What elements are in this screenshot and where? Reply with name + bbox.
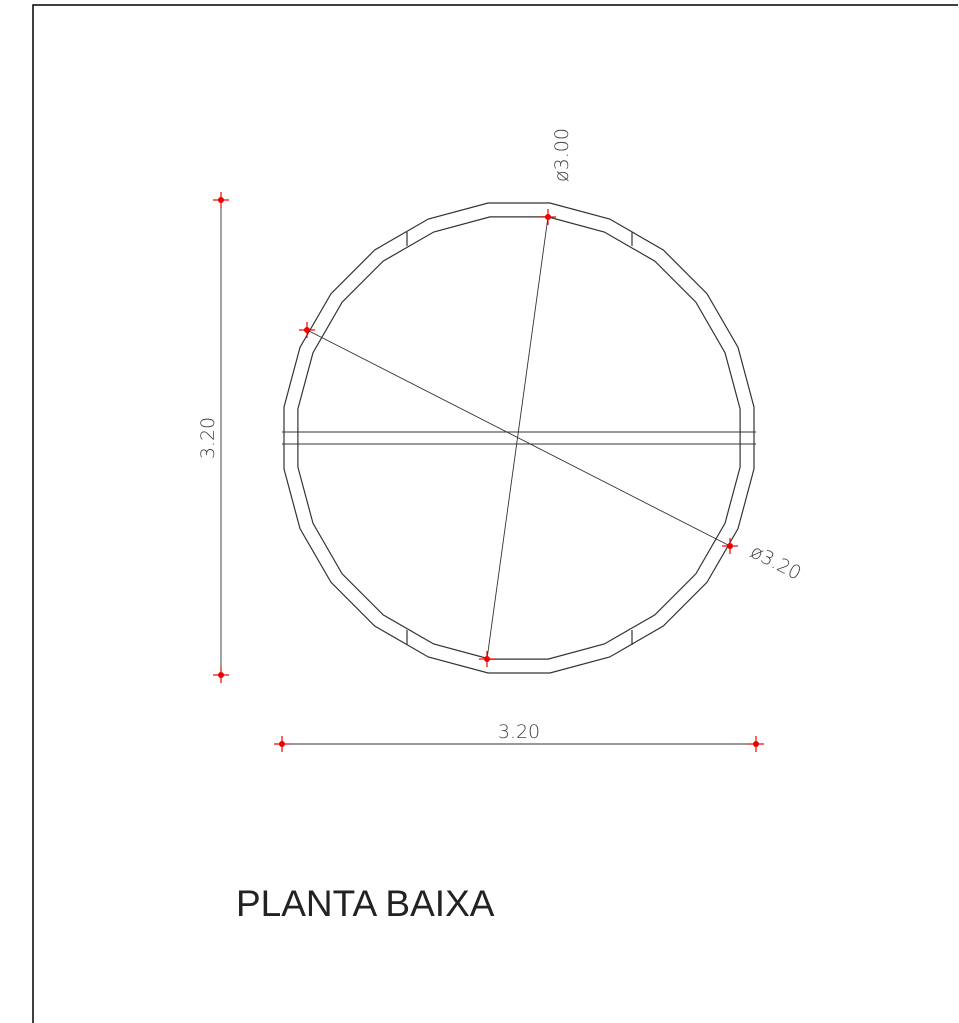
height-label: 3.20 bbox=[197, 417, 219, 459]
marker-dot bbox=[484, 656, 490, 662]
title: PLANTA BAIXA bbox=[236, 883, 495, 924]
diameter-line-inner bbox=[486, 216, 549, 660]
inner-wall bbox=[297, 216, 741, 660]
frame bbox=[32, 4, 958, 1023]
marker-dot bbox=[753, 741, 759, 747]
width-label: 3.20 bbox=[498, 721, 540, 743]
marker-dot bbox=[218, 672, 224, 678]
marker-dot bbox=[304, 327, 310, 333]
outer-diameter-label: ø3.20 bbox=[747, 541, 805, 585]
outer-wall bbox=[283, 202, 755, 674]
marker-dot bbox=[279, 741, 285, 747]
diameter-line-outer bbox=[306, 329, 731, 547]
markers bbox=[213, 192, 764, 752]
marker-dot bbox=[545, 214, 551, 220]
marker-dot bbox=[727, 543, 733, 549]
inner-diameter-label: ø3.00 bbox=[551, 128, 573, 182]
marker-dot bbox=[218, 197, 224, 203]
circular-plan bbox=[283, 202, 755, 674]
